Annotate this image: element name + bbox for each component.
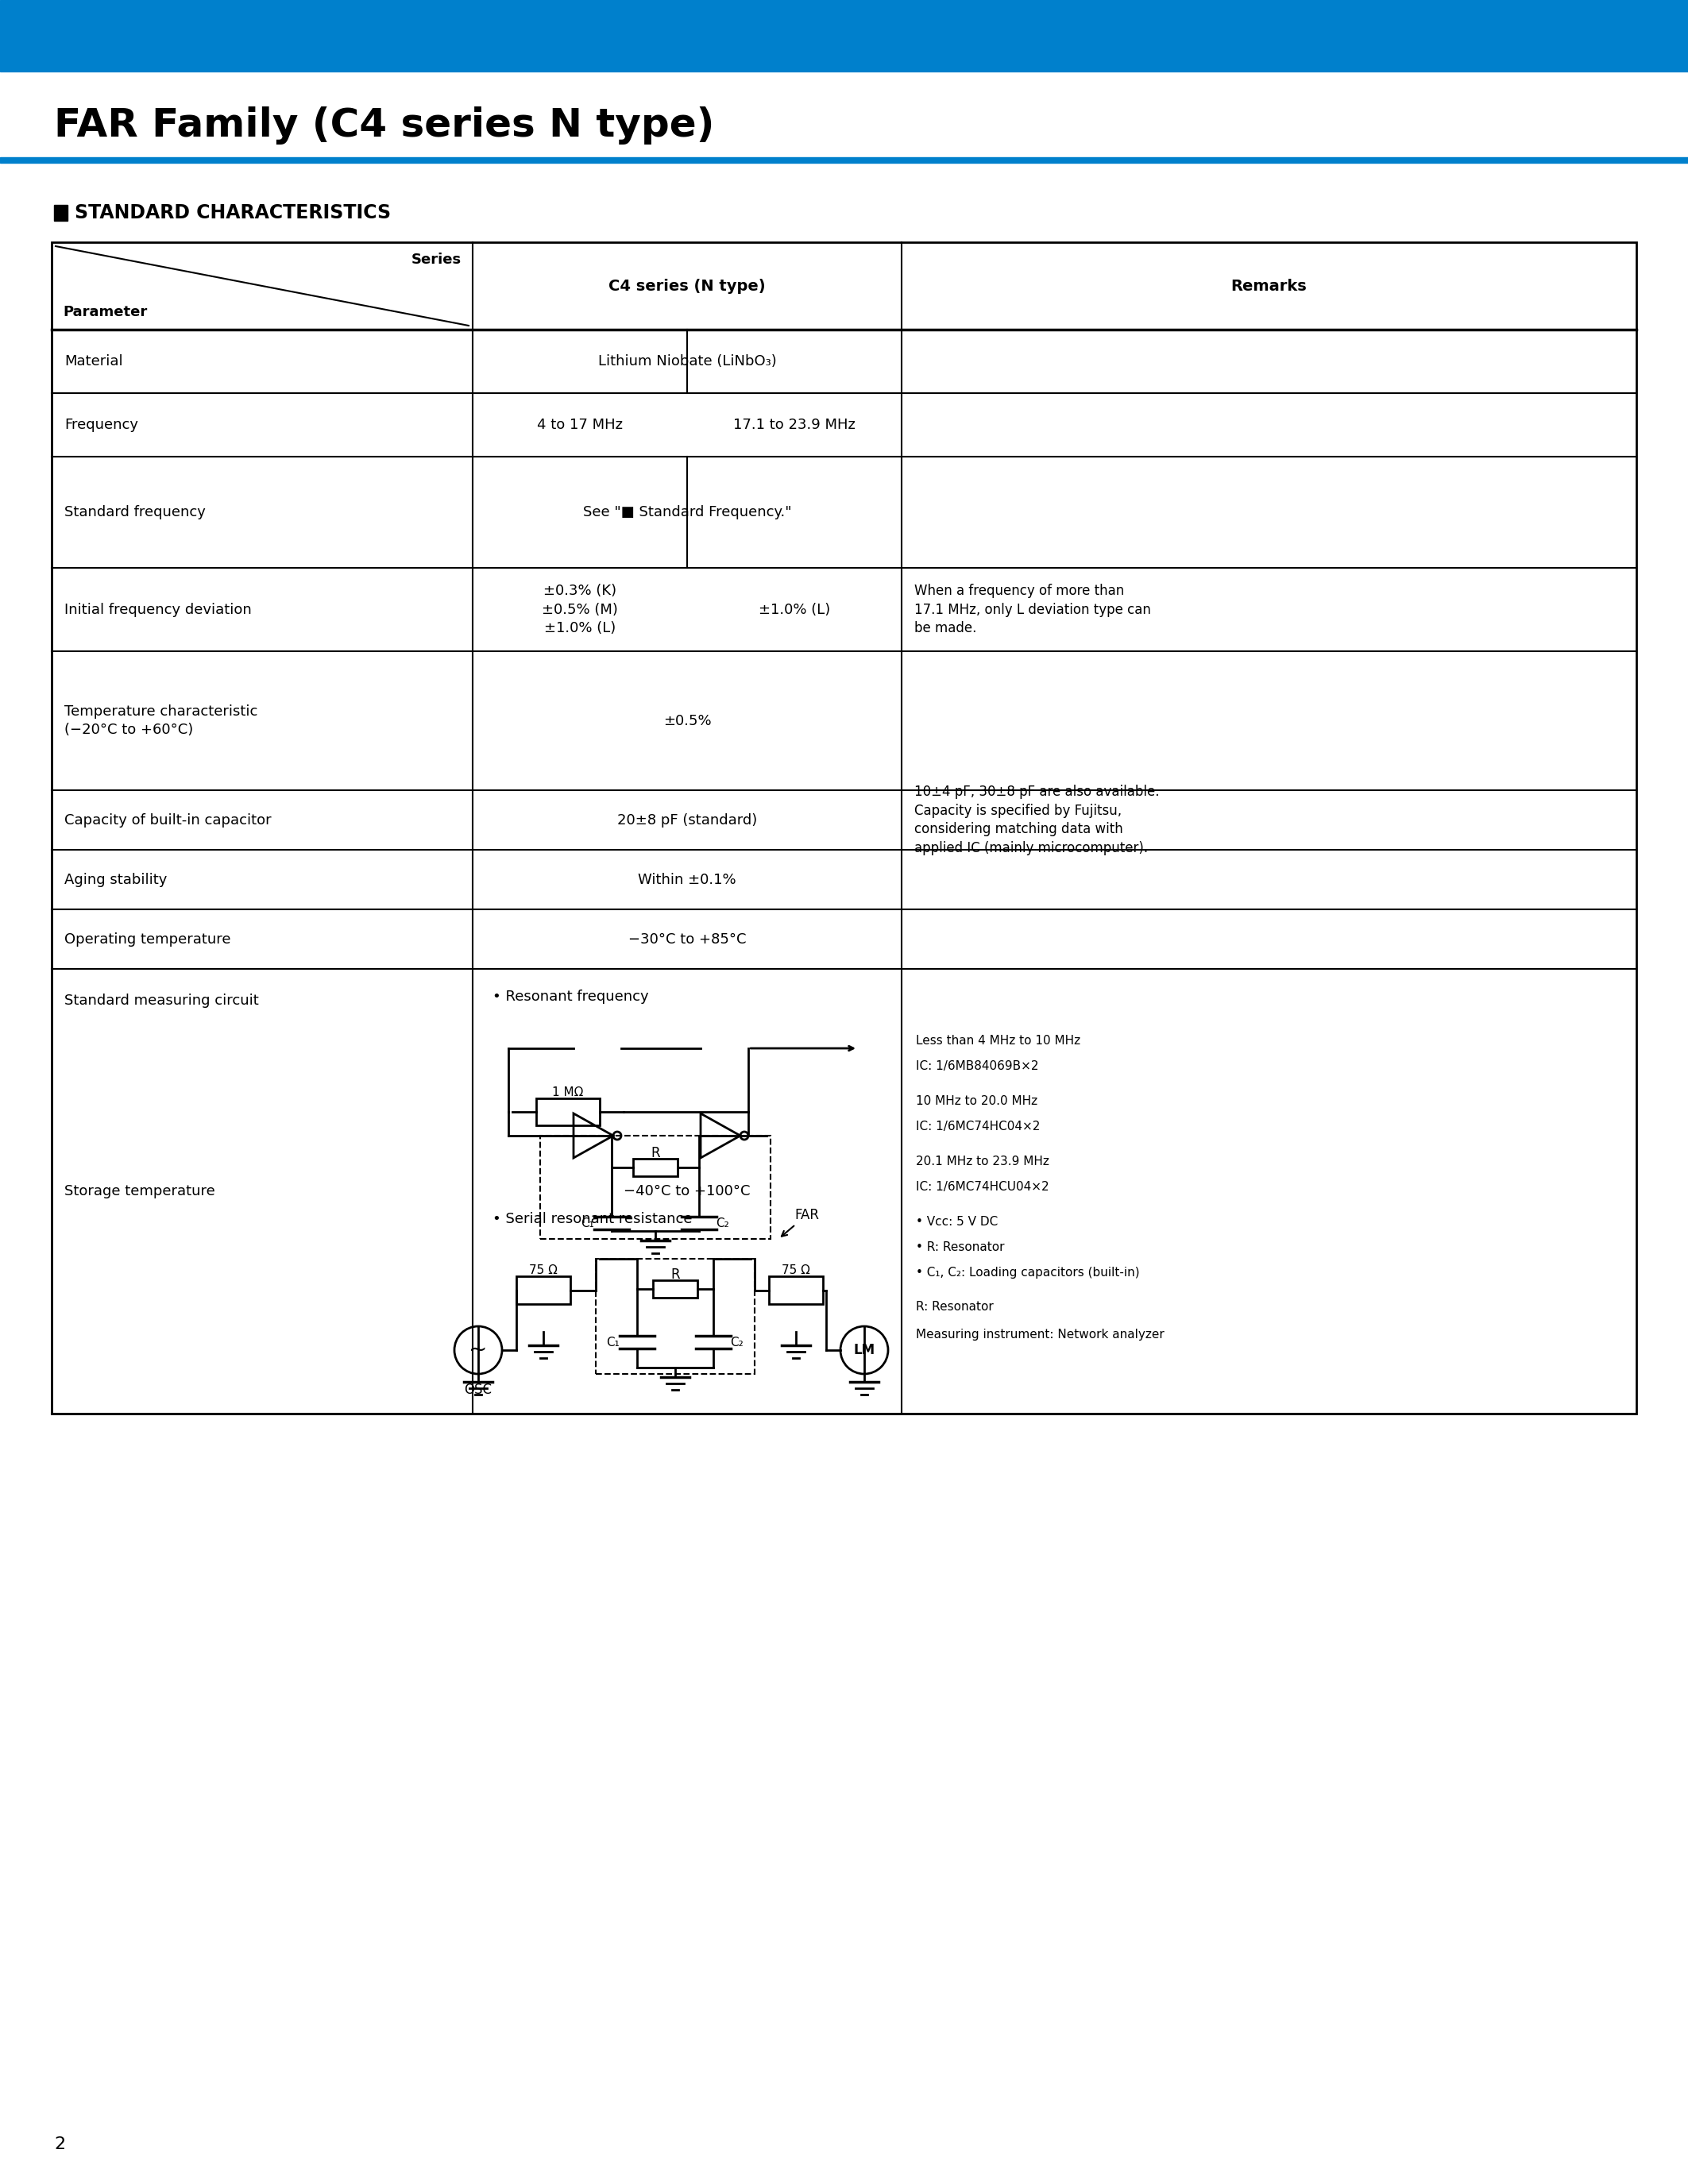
Text: −40°C to +100°C: −40°C to +100°C <box>625 1184 751 1199</box>
Text: −30°C to +85°C: −30°C to +85°C <box>628 933 746 946</box>
Text: 1 MΩ: 1 MΩ <box>552 1085 584 1099</box>
Bar <box>770 1275 824 1304</box>
Text: 20.1 MHz to 23.9 MHz: 20.1 MHz to 23.9 MHz <box>917 1155 1050 1166</box>
Bar <box>633 1160 677 1177</box>
Bar <box>517 1275 571 1304</box>
Text: • C₁, C₂: Loading capacitors (built-in): • C₁, C₂: Loading capacitors (built-in) <box>917 1267 1139 1278</box>
Text: See "■ Standard Frequency.": See "■ Standard Frequency." <box>582 505 792 520</box>
Text: 10±4 pF, 30±8 pF are also available.
Capacity is specified by Fujitsu,
consideri: 10±4 pF, 30±8 pF are also available. Cap… <box>915 784 1160 856</box>
Bar <box>0 0 1688 72</box>
Bar <box>596 1258 755 1374</box>
Text: 20±8 pF (standard): 20±8 pF (standard) <box>618 812 758 828</box>
Text: ~: ~ <box>469 1339 488 1361</box>
Text: • Vcc: 5 V DC: • Vcc: 5 V DC <box>917 1216 998 1227</box>
Text: IC: 1/6MC74HCU04×2: IC: 1/6MC74HCU04×2 <box>917 1182 1048 1192</box>
Text: 4 to 17 MHz: 4 to 17 MHz <box>537 417 623 432</box>
Text: 75 Ω: 75 Ω <box>528 1265 557 1275</box>
Text: 17.1 to 23.9 MHz: 17.1 to 23.9 MHz <box>733 417 856 432</box>
Text: Aging stability: Aging stability <box>64 871 167 887</box>
Text: IC: 1/6MB84069B×2: IC: 1/6MB84069B×2 <box>917 1059 1038 1072</box>
Text: • R: Resonator: • R: Resonator <box>917 1241 1004 1254</box>
Text: ±0.5%: ±0.5% <box>663 714 711 727</box>
Bar <box>54 205 68 221</box>
Text: Initial frequency deviation: Initial frequency deviation <box>64 603 252 616</box>
Text: R: R <box>670 1267 680 1282</box>
Bar <box>653 1280 697 1297</box>
Text: ±0.3% (K)
±0.5% (M)
±1.0% (L): ±0.3% (K) ±0.5% (M) ±1.0% (L) <box>542 583 618 636</box>
Text: 75 Ω: 75 Ω <box>782 1265 810 1275</box>
Text: Measuring instrument: Network analyzer: Measuring instrument: Network analyzer <box>917 1328 1165 1341</box>
Text: When a frequency of more than
17.1 MHz, only L deviation type can
be made.: When a frequency of more than 17.1 MHz, … <box>915 583 1151 636</box>
Text: IC: 1/6MC74HC04×2: IC: 1/6MC74HC04×2 <box>917 1120 1040 1131</box>
Text: STANDARD CHARACTERISTICS: STANDARD CHARACTERISTICS <box>74 203 392 223</box>
Text: Lithium Niobate (LiNbO₃): Lithium Niobate (LiNbO₃) <box>598 354 776 369</box>
Text: Material: Material <box>64 354 123 369</box>
Text: Temperature characteristic
(−20°C to +60°C): Temperature characteristic (−20°C to +60… <box>64 703 258 738</box>
Text: OSC: OSC <box>464 1382 493 1398</box>
Text: Remarks: Remarks <box>1231 277 1307 293</box>
Text: 2: 2 <box>54 2136 66 2151</box>
Text: ±1.0% (L): ±1.0% (L) <box>758 603 830 616</box>
Text: Storage temperature: Storage temperature <box>64 1184 214 1199</box>
Text: Standard frequency: Standard frequency <box>64 505 206 520</box>
Text: Frequency: Frequency <box>64 417 138 432</box>
Text: C₂: C₂ <box>731 1337 744 1348</box>
Text: Less than 4 MHz to 10 MHz: Less than 4 MHz to 10 MHz <box>917 1035 1080 1046</box>
Text: FAR: FAR <box>782 1208 819 1236</box>
Bar <box>0 157 1688 164</box>
Bar <box>540 1136 770 1238</box>
Text: R: Resonator: R: Resonator <box>917 1299 994 1313</box>
Text: Series: Series <box>412 253 461 266</box>
Text: C4 series (N type): C4 series (N type) <box>609 277 766 293</box>
Text: R: R <box>652 1147 660 1160</box>
Text: Parameter: Parameter <box>62 306 147 319</box>
Text: Capacity of built-in capacitor: Capacity of built-in capacitor <box>64 812 272 828</box>
Text: C₁: C₁ <box>581 1216 594 1230</box>
Text: C₁: C₁ <box>606 1337 619 1348</box>
Text: 10 MHz to 20.0 MHz: 10 MHz to 20.0 MHz <box>917 1094 1038 1107</box>
Text: C₂: C₂ <box>716 1216 729 1230</box>
Bar <box>537 1099 599 1125</box>
Text: FAR Family (C4 series N type): FAR Family (C4 series N type) <box>54 107 714 144</box>
Text: Within ±0.1%: Within ±0.1% <box>638 871 736 887</box>
Bar <box>52 242 1636 1413</box>
Text: Operating temperature: Operating temperature <box>64 933 231 946</box>
Text: LM: LM <box>854 1343 874 1356</box>
Text: • Resonant frequency: • Resonant frequency <box>493 989 648 1005</box>
Text: Standard measuring circuit: Standard measuring circuit <box>64 994 258 1007</box>
Text: • Serial resonant resistance: • Serial resonant resistance <box>493 1212 692 1225</box>
